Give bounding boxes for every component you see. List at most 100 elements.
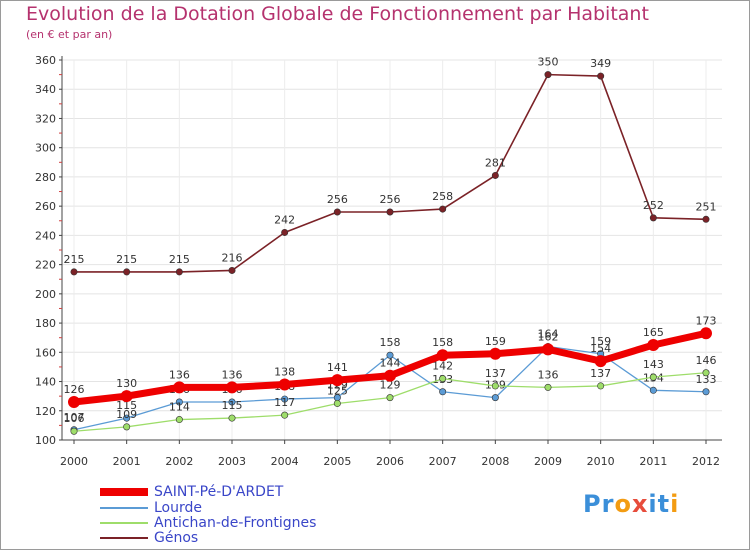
series-1-point bbox=[386, 351, 394, 359]
series-3-data-label: 154 bbox=[590, 342, 611, 355]
chart-title: Evolution de la Dotation Globale de Fonc… bbox=[26, 3, 649, 25]
series-0-point bbox=[123, 268, 131, 276]
series-2-point bbox=[123, 423, 131, 431]
series-0-point bbox=[491, 171, 499, 179]
series-2-point bbox=[649, 373, 657, 381]
series-3-data-label: 159 bbox=[485, 335, 506, 348]
series-2-point bbox=[386, 394, 394, 402]
y-tick-label: 140 bbox=[35, 376, 56, 389]
legend-label-saint-pe: SAINT-Pé-D'ARDET bbox=[154, 484, 284, 500]
series-3-data-label: 144 bbox=[380, 357, 401, 370]
series-0-point bbox=[228, 266, 236, 274]
y-tick-label: 200 bbox=[35, 288, 56, 301]
series-0-data-label: 349 bbox=[590, 57, 611, 70]
series-3-data-label: 126 bbox=[64, 383, 85, 396]
series-2-point bbox=[491, 382, 499, 390]
series-3-data-label: 136 bbox=[222, 368, 243, 381]
series-1-point bbox=[702, 388, 710, 396]
y-tick-label: 360 bbox=[35, 54, 56, 67]
series-3-data-label: 173 bbox=[696, 314, 717, 327]
series-2-point bbox=[175, 416, 183, 424]
series-2-data-label: 117 bbox=[274, 396, 295, 409]
x-tick-label: 2002 bbox=[165, 455, 193, 468]
series-2-point bbox=[597, 382, 605, 390]
legend-label-antichan: Antichan-de-Frontignes bbox=[154, 515, 317, 531]
chart-subtitle: (en € et par an) bbox=[26, 28, 113, 41]
logo-letter: i bbox=[648, 490, 658, 518]
series-3-data-label: 162 bbox=[538, 330, 559, 343]
series-2-data-label: 136 bbox=[538, 368, 559, 381]
series-1-data-label: 158 bbox=[380, 336, 401, 349]
logo-letter: x bbox=[631, 490, 649, 518]
series-0-data-label: 215 bbox=[116, 253, 137, 266]
series-1-data-label: 115 bbox=[116, 399, 137, 412]
y-tick-label: 260 bbox=[35, 200, 56, 213]
series-2-data-label: 129 bbox=[380, 379, 401, 392]
series-2-point bbox=[70, 427, 78, 435]
x-tick-label: 2012 bbox=[692, 455, 720, 468]
series-2-point bbox=[228, 414, 236, 422]
series-3-point bbox=[489, 347, 502, 360]
logo-letter: t bbox=[657, 490, 671, 518]
series-0-data-label: 242 bbox=[274, 213, 295, 226]
series-1-data-label: 164 bbox=[538, 327, 559, 340]
legend-label-genos: Génos bbox=[154, 530, 199, 546]
x-tick-label: 2005 bbox=[323, 455, 351, 468]
series-0-data-label: 258 bbox=[432, 190, 453, 203]
series-0-point bbox=[597, 72, 605, 80]
y-tick-label: 160 bbox=[35, 346, 56, 359]
x-tick-label: 2001 bbox=[113, 455, 141, 468]
series-1-point bbox=[123, 414, 131, 422]
series-3-point bbox=[120, 390, 133, 403]
series-3-data-label: 158 bbox=[432, 336, 453, 349]
x-tick-label: 2003 bbox=[218, 455, 246, 468]
logo-letter: P bbox=[583, 490, 602, 518]
x-tick-label: 2010 bbox=[587, 455, 615, 468]
series-0-data-label: 251 bbox=[696, 200, 717, 213]
series-3-data-label: 136 bbox=[169, 368, 190, 381]
series-3-point bbox=[68, 396, 80, 408]
x-tick-label: 2006 bbox=[376, 455, 404, 468]
legend-swatch-lourde bbox=[100, 507, 148, 509]
series-0-data-label: 256 bbox=[327, 193, 348, 206]
y-tick-label: 220 bbox=[35, 259, 56, 272]
series-2-data-label: 106 bbox=[64, 412, 85, 425]
series-0-data-label: 215 bbox=[64, 253, 85, 266]
legend-swatch-genos bbox=[100, 537, 148, 539]
series-3-data-label: 130 bbox=[116, 377, 137, 390]
x-tick-label: 2000 bbox=[60, 455, 88, 468]
series-0-point bbox=[649, 214, 657, 222]
y-tick-label: 340 bbox=[35, 83, 56, 96]
x-tick-label: 2008 bbox=[481, 455, 509, 468]
series-1-point bbox=[439, 388, 447, 396]
y-tick-label: 100 bbox=[35, 434, 56, 447]
series-2-point bbox=[544, 383, 552, 391]
series-2-data-label: 125 bbox=[327, 384, 348, 397]
series-0-data-label: 350 bbox=[538, 56, 559, 69]
series-0-point bbox=[386, 208, 394, 216]
series-3-point bbox=[278, 378, 291, 391]
series-2-data-label: 115 bbox=[222, 399, 243, 412]
series-1-point bbox=[175, 398, 183, 406]
y-tick-label: 120 bbox=[35, 405, 56, 418]
series-3-data-label: 138 bbox=[274, 365, 295, 378]
series-2-data-label: 137 bbox=[485, 367, 506, 380]
logo-letter: o bbox=[614, 490, 632, 518]
y-tick-label: 320 bbox=[35, 112, 56, 125]
series-0-point bbox=[175, 268, 183, 276]
series-1-point bbox=[491, 394, 499, 402]
series-0-point bbox=[281, 228, 289, 236]
series-2-data-label: 143 bbox=[643, 358, 664, 371]
series-0-data-label: 216 bbox=[222, 251, 243, 264]
series-1-point bbox=[281, 395, 289, 403]
y-tick-label: 180 bbox=[35, 317, 56, 330]
x-tick-label: 2011 bbox=[639, 455, 667, 468]
series-2-data-label: 114 bbox=[169, 401, 190, 414]
series-0-point bbox=[439, 205, 447, 213]
series-0-point bbox=[702, 215, 710, 223]
series-2-point bbox=[702, 369, 710, 377]
series-0-point bbox=[544, 71, 552, 79]
series-1-data-label: 107 bbox=[64, 411, 85, 424]
series-3-point bbox=[542, 343, 554, 356]
